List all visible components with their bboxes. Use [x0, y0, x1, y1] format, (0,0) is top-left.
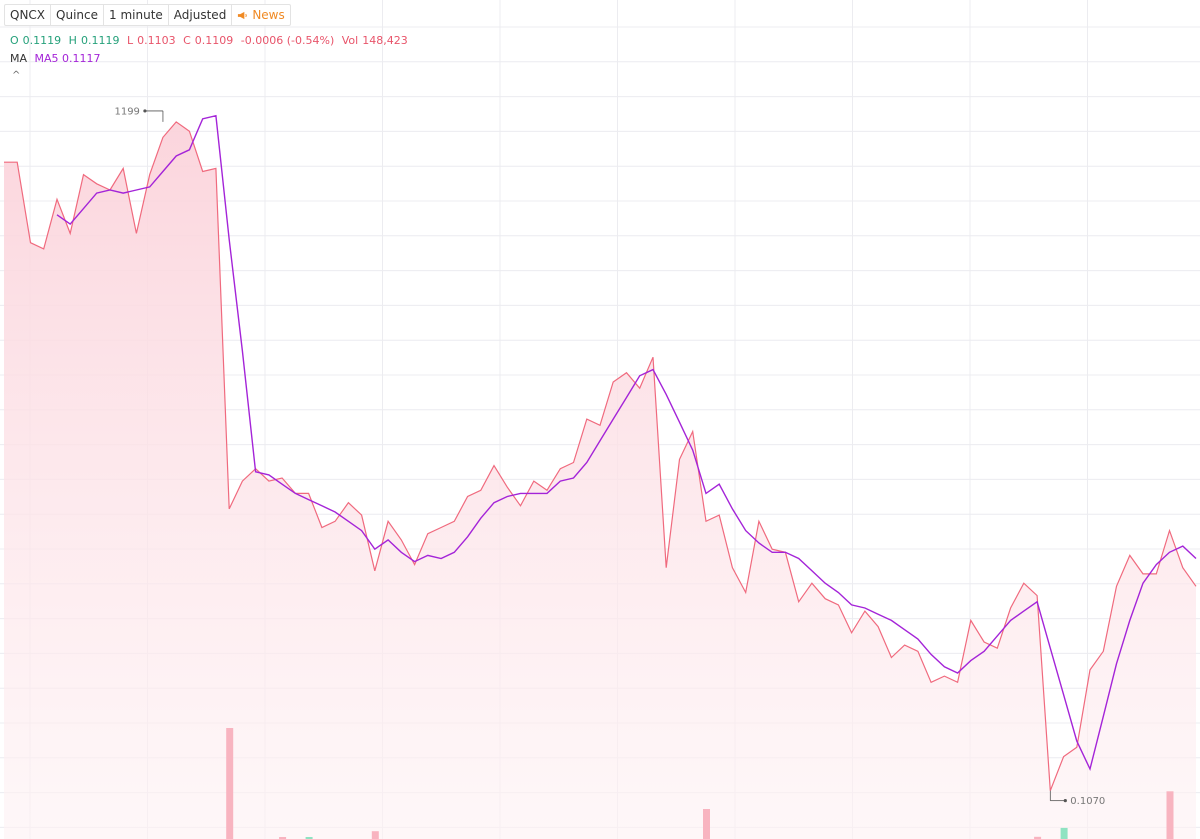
annotations: 1199 0.1070: [114, 106, 1105, 807]
price-area-fill: [4, 121, 1196, 839]
volume-bar: [703, 809, 710, 839]
price-line: [4, 121, 1197, 791]
high-value: 0.1119: [80, 34, 120, 47]
volume-bar: [305, 837, 313, 839]
price-area: [4, 121, 1196, 839]
low-label: L: [126, 34, 134, 47]
low-value: 0.1103: [137, 34, 176, 47]
volume-bar: [1034, 836, 1042, 839]
volume-label: Vol: [341, 34, 359, 47]
volume-bar: [226, 728, 234, 839]
ma5-name: MA5: [34, 52, 59, 65]
close-label: C: [183, 34, 191, 47]
news-label: News: [252, 8, 285, 22]
collapse-legend-button[interactable]: ^: [12, 70, 21, 81]
ma-legend: MA MA5 0.1117: [10, 52, 101, 65]
series-lines: [4, 114, 1197, 791]
adjust-selector[interactable]: Adjusted: [169, 5, 233, 25]
interval-selector[interactable]: 1 minute: [104, 5, 169, 25]
high-marker-dot: [143, 109, 147, 113]
volume-bars: [226, 728, 1174, 839]
low-marker-dot: [1063, 799, 1067, 803]
volume-bar: [1060, 827, 1068, 839]
symbol-selector[interactable]: QNCX: [5, 5, 52, 25]
chart-mode-selector[interactable]: Quince: [51, 5, 105, 25]
high-marker-label: 1199: [114, 106, 139, 117]
open-value: 0.1119: [22, 34, 62, 47]
ma-label: MA: [10, 52, 28, 65]
high-label: H: [68, 34, 77, 47]
volume-value: 148,423: [362, 34, 408, 47]
change-value: -0.0006 (-0.54%): [240, 34, 335, 47]
close-value: 0.1109: [194, 34, 234, 47]
volume-bar: [279, 837, 287, 839]
ma5-line: [56, 114, 1197, 772]
volume-bar: [371, 831, 379, 839]
megaphone-icon: [238, 11, 248, 19]
low-marker-label: 0.1070: [1070, 796, 1105, 807]
volume-bar: [1166, 791, 1174, 839]
open-label: O: [10, 34, 19, 47]
ohlc-legend: O 0.1119 H 0.1119 L 0.1103 C 0.1109 -0.0006 …: [10, 34, 412, 48]
ma5-value: 0.1117: [62, 52, 101, 65]
chart-toolbar: QNCX Quince 1 minute Adjusted News: [4, 4, 291, 26]
news-button[interactable]: News: [232, 5, 289, 25]
